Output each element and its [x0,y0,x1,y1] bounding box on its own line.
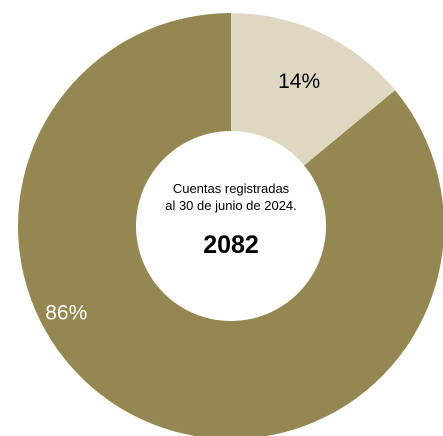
donut-slice-labels: 14% 86% [45,70,320,324]
center-total-value: 2082 [203,231,259,259]
slice-label-1: 14% [278,70,320,93]
donut-slice-2 [18,13,443,436]
center-caption-line-1: Cuentas registradas [173,181,290,196]
center-caption-line-2: al 30 de junio de 2024. [165,198,297,213]
donut-slice-1 [231,13,396,166]
donut-slices [18,13,443,436]
slice-label-2: 86% [45,301,87,324]
